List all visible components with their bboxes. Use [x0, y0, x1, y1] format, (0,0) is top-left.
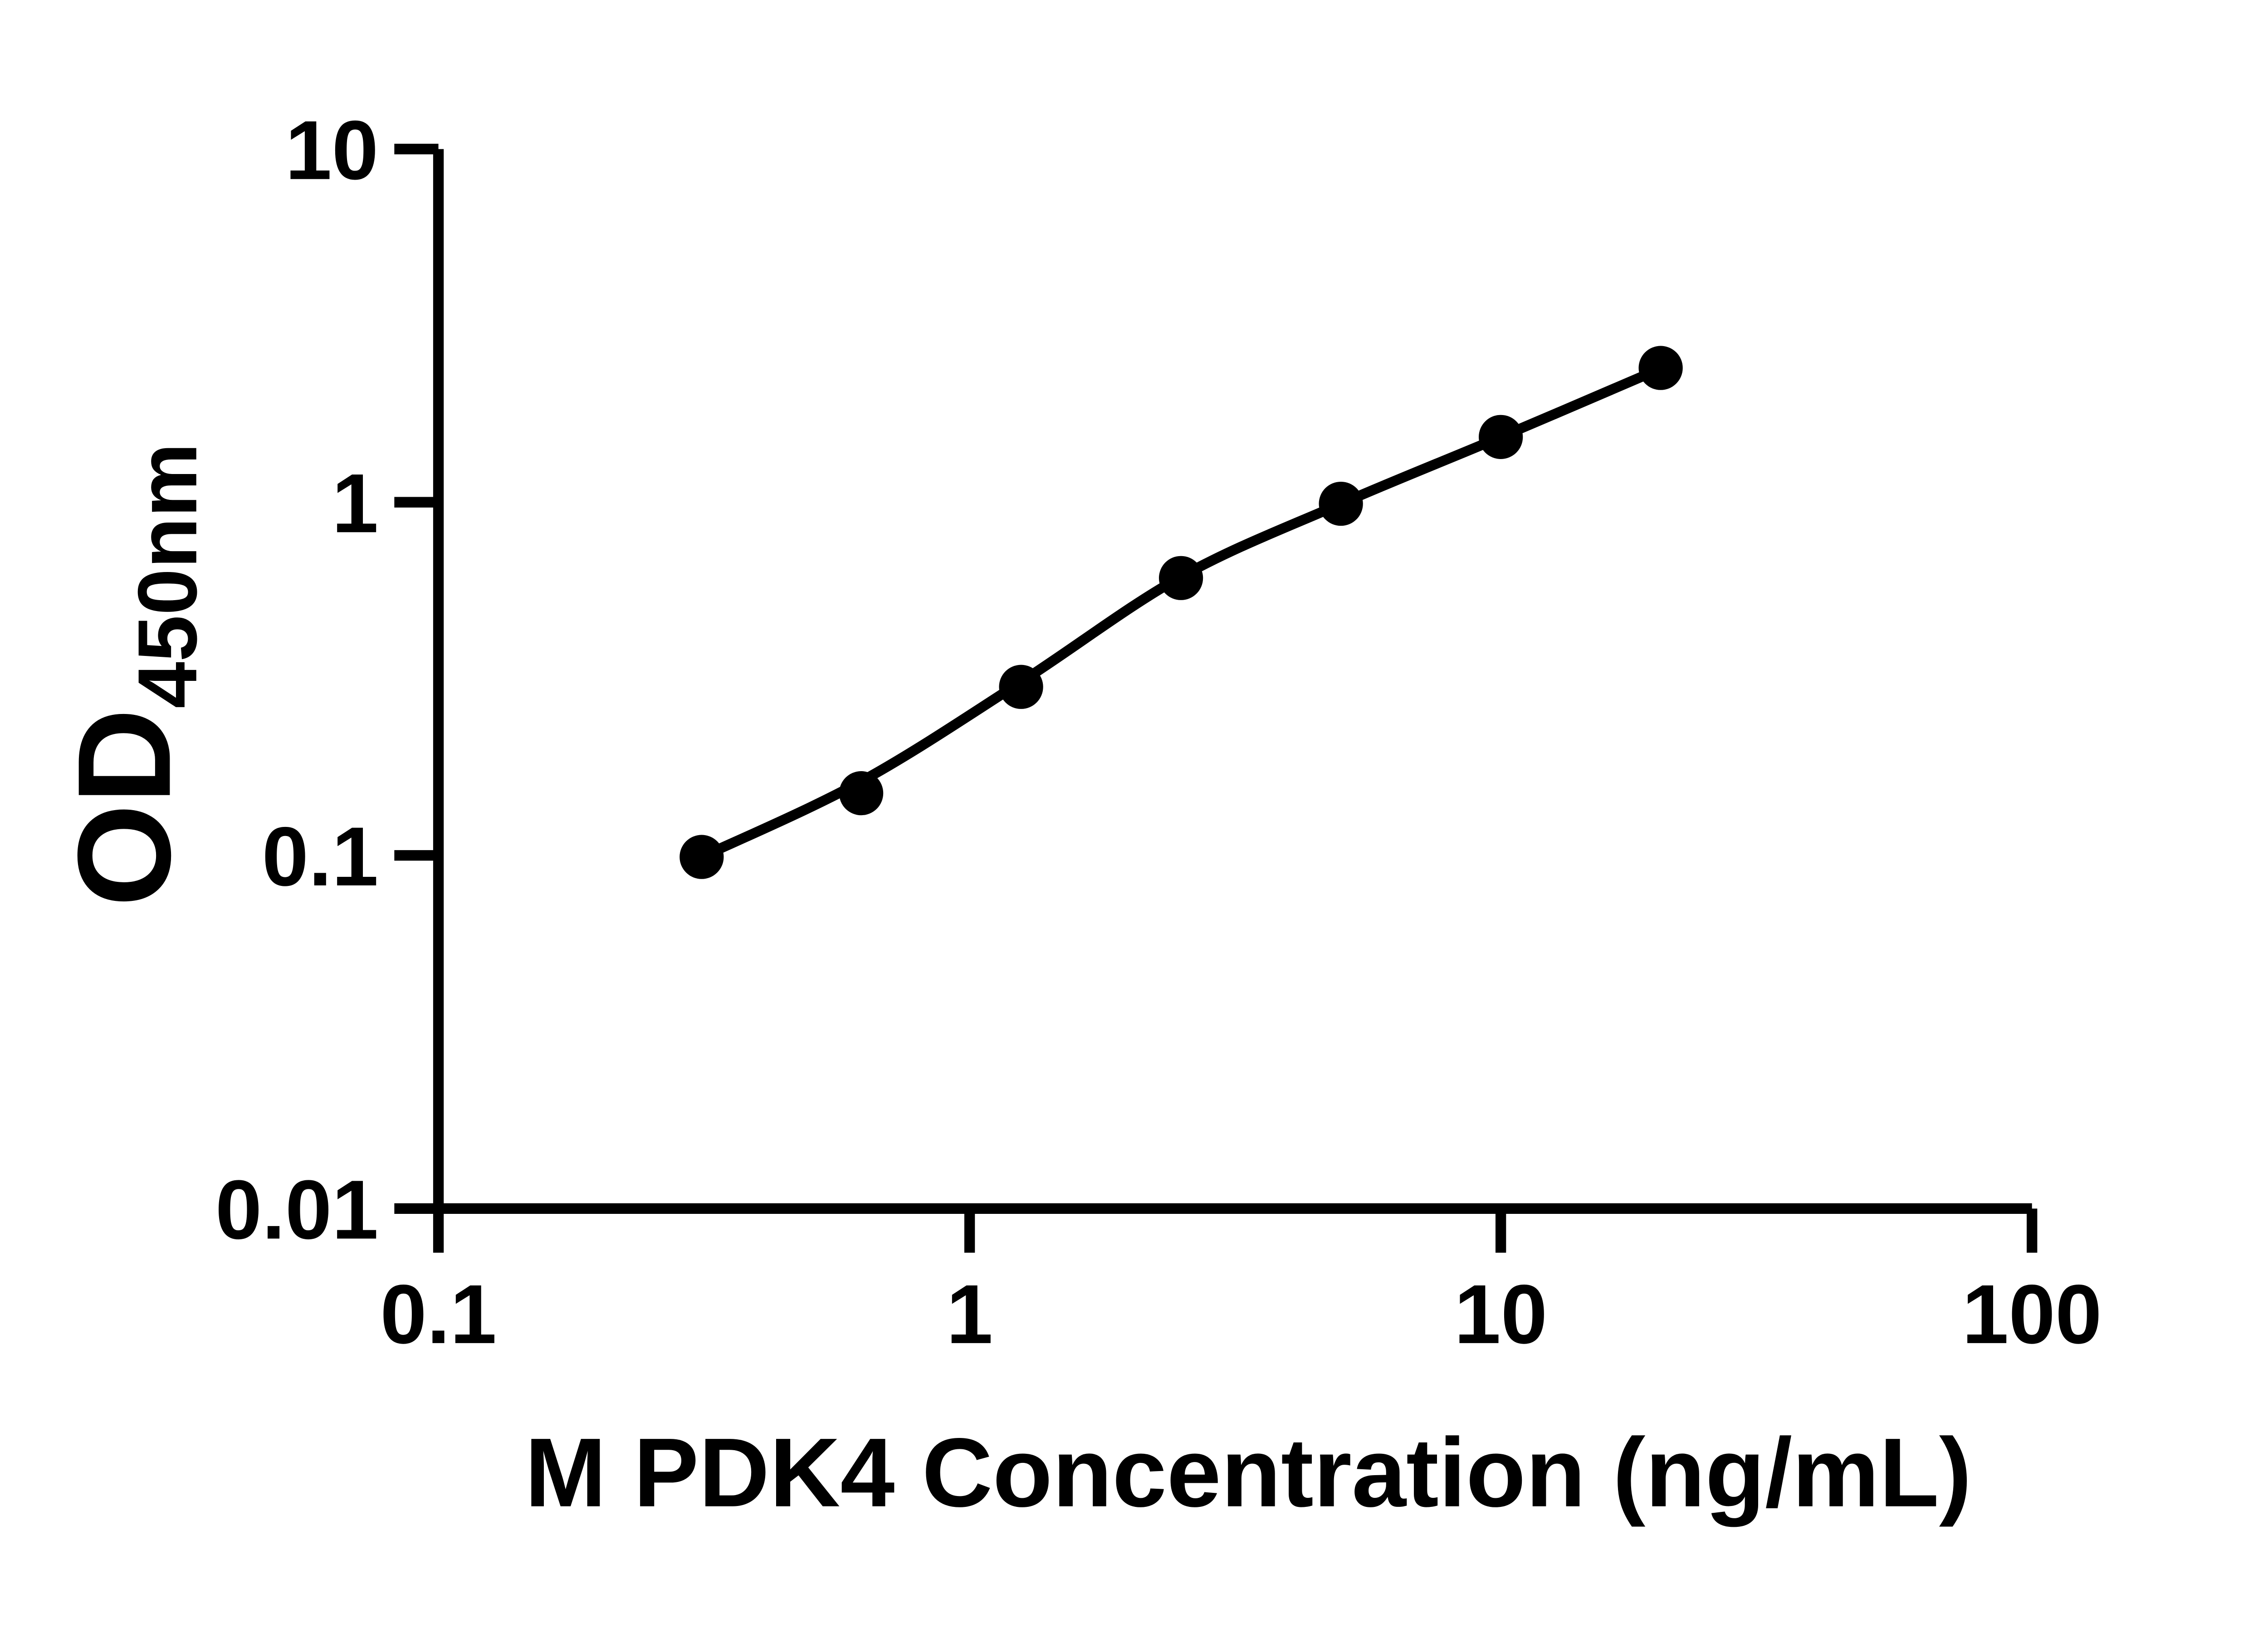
data-point: [839, 771, 884, 816]
x-tick-label-1: 1: [946, 1268, 993, 1361]
x-tick-label-100: 100: [1962, 1268, 2102, 1361]
x-tick-label-10: 10: [1454, 1268, 1547, 1361]
y-axis-title: OD450nm: [50, 443, 214, 907]
data-point: [1319, 481, 1363, 526]
x-axis-title: M PDK4 Concentration (ng/mL): [525, 1418, 1972, 1527]
x-tick-label-0.1: 0.1: [380, 1268, 497, 1361]
data-point: [1158, 556, 1203, 600]
axis-lines: [433, 149, 2032, 1214]
data-point: [999, 665, 1043, 709]
elisa-standard-curve-chart: 10 1 0.1 0.01 0.1 1 10 100 M PDK4 Concentration…: [50, 103, 2102, 1527]
y-tick-label-10: 10: [285, 104, 379, 197]
y-tick-label-0.1: 0.1: [262, 810, 378, 904]
y-tick-label-0.01: 0.01: [215, 1163, 379, 1257]
axes: [394, 143, 2038, 1253]
data-point: [1638, 346, 1683, 390]
data-point: [679, 835, 724, 879]
y-axis-title-main: OD: [50, 709, 198, 907]
data-point: [1479, 415, 1523, 459]
y-tick-label-1: 1: [332, 457, 379, 550]
data-points: [679, 346, 1683, 879]
y-axis-title-subscript: 450nm: [121, 443, 215, 708]
